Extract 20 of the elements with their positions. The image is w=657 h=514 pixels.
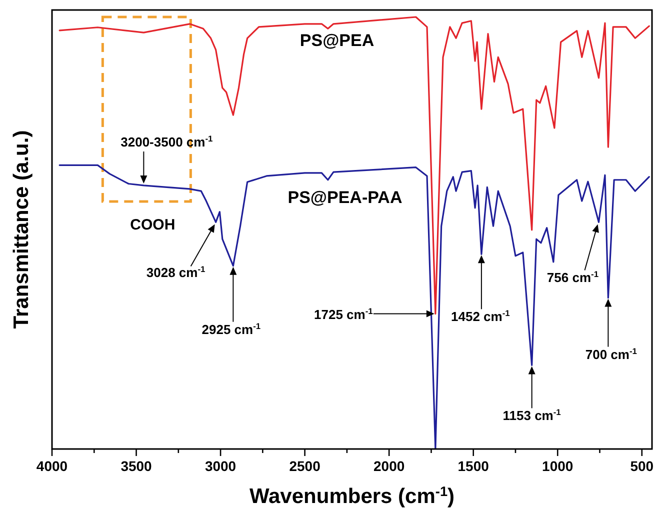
x-tick-label: 1000 (542, 458, 574, 474)
x-axis-title: Wavenumbers (cm$^{-1}$) (249, 484, 455, 508)
x-tick-label: 1500 (458, 458, 490, 474)
annotation: 1725 cm$^{-1}$ (314, 306, 374, 322)
series-label: PS@PEA (300, 31, 374, 50)
annotation: 756 cm$^{-1}$ (546, 269, 599, 286)
annotation: 1452 cm$^{-1}$ (451, 308, 510, 324)
annotation: COOH (130, 216, 176, 234)
x-tick-label: 4000 (36, 458, 68, 474)
annotation: 3028 cm$^{-1}$ (146, 264, 206, 280)
annotation: 1153 cm$^{-1}$ (502, 407, 562, 424)
series-label: PS@PEA-PAA (288, 188, 402, 207)
x-tick-label: 2000 (374, 458, 405, 474)
y-axis-title: Transmittance (a.u.) (10, 130, 33, 329)
annotation: 700 cm$^{-1}$ (585, 346, 638, 362)
annotation: 2925 cm$^{-1}$ (202, 320, 261, 337)
x-tick-label: 2500 (289, 458, 321, 474)
x-tick-label: 500 (630, 458, 654, 474)
x-tick-label: 3000 (204, 458, 236, 474)
x-tick-label: 3500 (120, 458, 152, 474)
